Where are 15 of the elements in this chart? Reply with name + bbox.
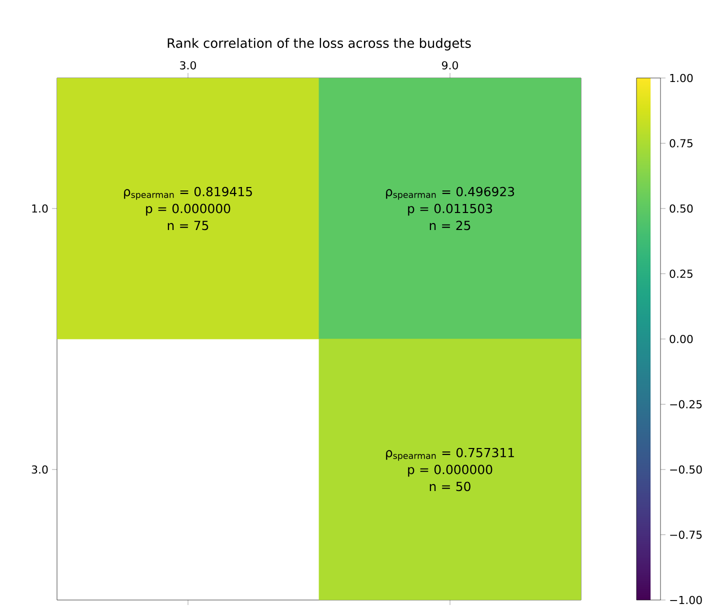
color-bar-label: −1.00 [670,596,702,604]
color-bar-label: −0.50 [670,465,702,474]
chart-title: Rank correlation of the loss across the budgets [168,38,471,50]
data-label: ρ$_{spearman}$ = 0.757311 p = 0.000000 n = 50 [386,448,514,492]
color-bar-label: 0.25 [670,270,692,278]
y-tick-label: 1.0 [32,204,48,213]
color-bar-label: −0.25 [670,400,702,408]
data-label: ρ$_{spearman}$ = 0.819415 p = 0.000000 n = 75 [124,186,252,230]
data-label: ρ$_{spearman}$ = 0.496923 p = 0.011503 n = 25 [386,186,514,230]
color-bar-label: 0.50 [670,204,693,213]
color-bar-label: 1.00 [670,74,693,82]
x-tick-label: 9.0 [442,61,458,70]
color-bar-label: 0.00 [670,334,693,344]
color-bar-label: −0.75 [670,530,702,539]
color-bar-label: 0.75 [670,139,692,148]
